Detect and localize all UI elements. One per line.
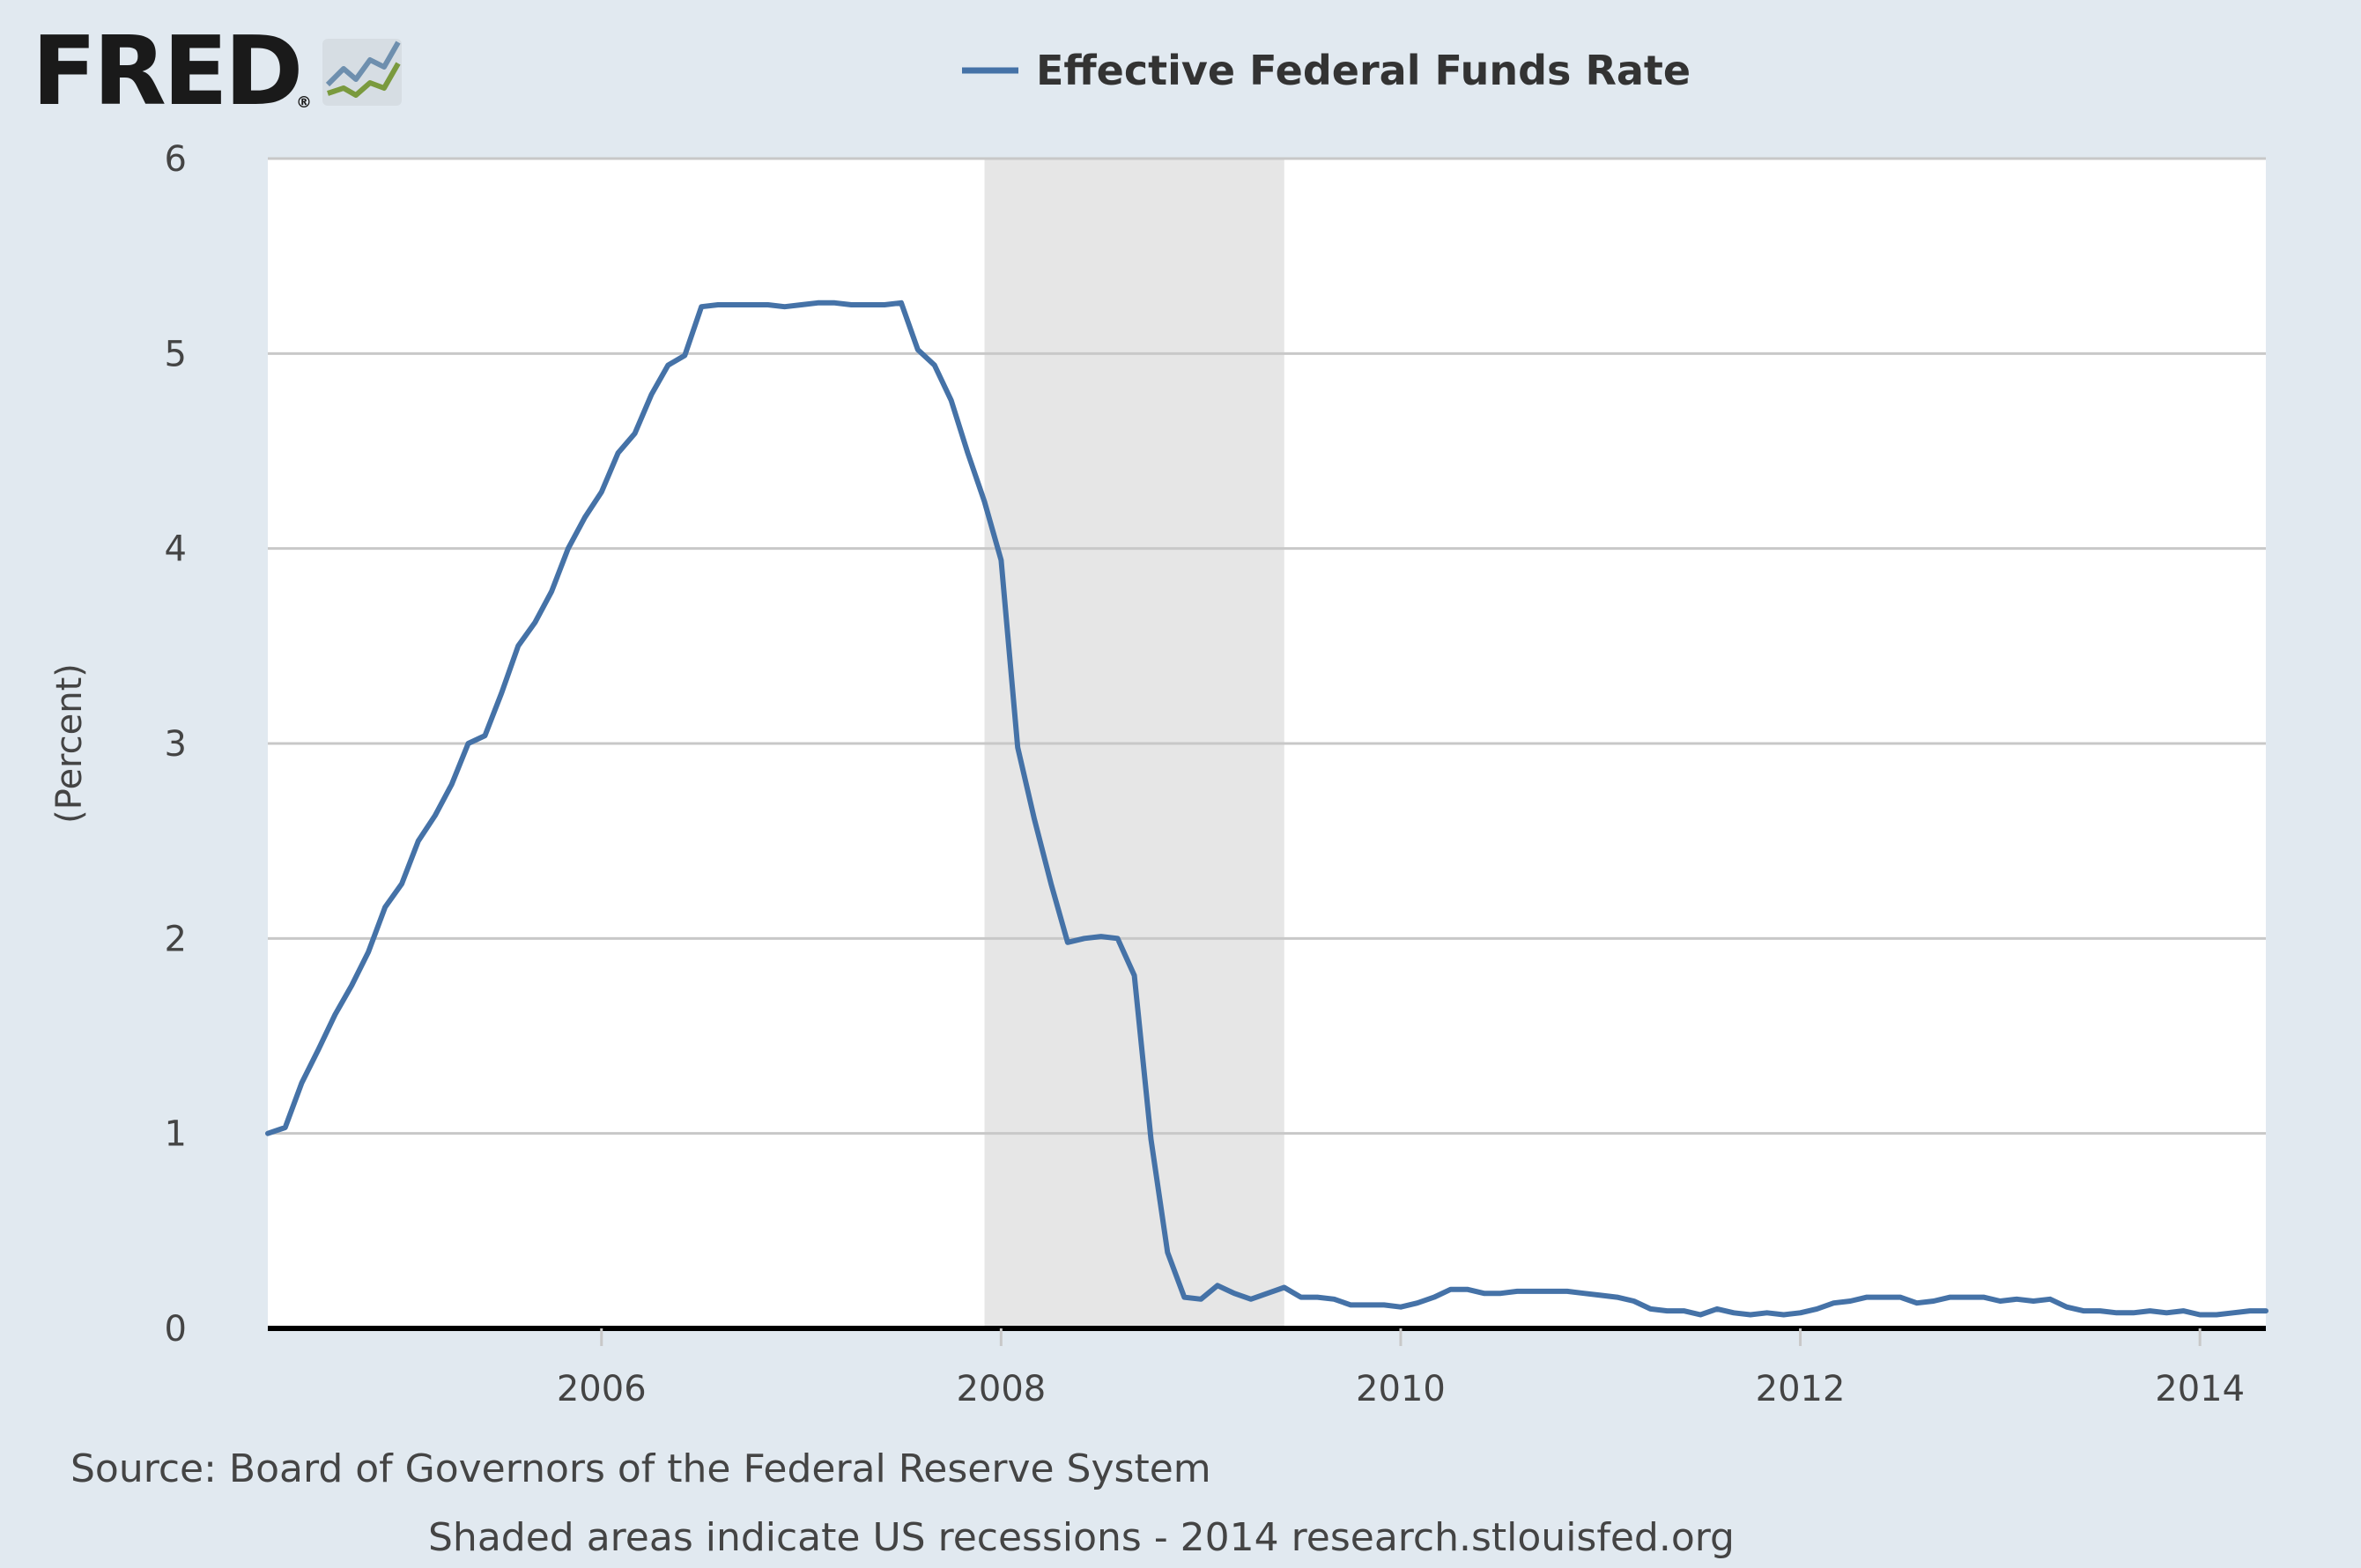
y-tick-label-6: 6 bbox=[165, 139, 187, 180]
x-tick-label-2010: 2010 bbox=[1356, 1369, 1446, 1409]
series-line-0 bbox=[265, 300, 2268, 1318]
y-tick-label-4: 4 bbox=[165, 529, 187, 570]
y-tick-label-1: 1 bbox=[165, 1114, 187, 1155]
legend-series-label: Effective Federal Funds Rate bbox=[1036, 47, 1691, 94]
x-tick-label-2006: 2006 bbox=[557, 1369, 647, 1409]
x-tick-label-2012: 2012 bbox=[1756, 1369, 1846, 1409]
fred-logo-text: FRED bbox=[32, 17, 300, 127]
y-tick-label-2: 2 bbox=[165, 919, 187, 959]
x-axis-ticks: 2006 2008 2010 2012 2014 bbox=[557, 1328, 2245, 1409]
series-layer bbox=[265, 300, 2268, 1318]
y-tick-label-5: 5 bbox=[165, 334, 187, 374]
y-axis-label: (Percent) bbox=[49, 663, 90, 824]
fred-logo[interactable]: FRED ® bbox=[32, 17, 402, 127]
x-tick-label-2014: 2014 bbox=[2155, 1369, 2245, 1409]
legend: Effective Federal Funds Rate bbox=[962, 47, 1691, 94]
x-tick-label-2008: 2008 bbox=[956, 1369, 1046, 1409]
y-tick-label-0: 0 bbox=[165, 1309, 187, 1350]
fred-logo-registered: ® bbox=[296, 93, 312, 112]
y-tick-label-3: 3 bbox=[165, 724, 187, 765]
recession-note: Shaded areas indicate US recessions - 20… bbox=[428, 1515, 1735, 1560]
fred-chart-logo-icon bbox=[322, 39, 402, 106]
grid-lines bbox=[268, 157, 2266, 1135]
source-note: Source: Board of Governors of the Federa… bbox=[70, 1446, 1211, 1491]
y-axis-ticks: 0 1 2 3 4 5 6 bbox=[165, 139, 187, 1350]
